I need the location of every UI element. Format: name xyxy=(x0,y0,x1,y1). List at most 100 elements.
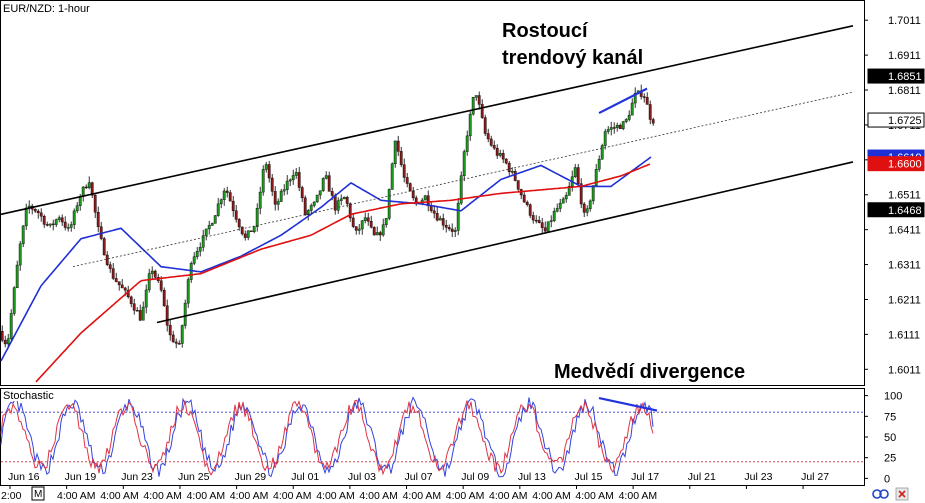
candle-body xyxy=(630,102,634,116)
candle-body xyxy=(363,217,367,221)
x-time-label: 4:00 AM xyxy=(143,490,182,502)
candle-body xyxy=(645,97,649,105)
candle-body xyxy=(330,191,334,196)
candle-body xyxy=(474,95,478,98)
candle-body xyxy=(561,198,565,204)
x-date-label: Jun 16 xyxy=(8,471,40,483)
x-date-label: Jun 23 xyxy=(121,471,153,483)
price-tag: 1.6468 xyxy=(867,202,925,218)
link-icon[interactable] xyxy=(872,489,889,499)
x-date-label: Jul 21 xyxy=(688,471,716,483)
x-time-label: 4:00 AM xyxy=(403,490,442,502)
candle-body xyxy=(291,175,295,181)
x-date-label: Jun 29 xyxy=(235,471,267,483)
x-time-label: 4:00 AM xyxy=(316,490,355,502)
candle-body xyxy=(321,178,325,191)
candle-body xyxy=(63,221,67,228)
x-date-label: Jul 23 xyxy=(744,471,772,483)
candle-body xyxy=(81,186,85,197)
candle-body xyxy=(534,219,538,222)
candle-body xyxy=(546,221,550,232)
candle-body xyxy=(201,235,205,248)
close-icon[interactable] xyxy=(895,487,909,501)
candle-body xyxy=(147,273,151,291)
symbol-label-bg xyxy=(1,1,101,16)
price-tag-label: 1.6468 xyxy=(888,205,922,217)
candle-body xyxy=(585,208,589,213)
stoch-tick-label: 0 xyxy=(884,473,890,485)
candle-body xyxy=(516,180,520,190)
candle-body xyxy=(531,215,535,221)
price-tick-label: 1.6311 xyxy=(888,260,921,272)
candle-body xyxy=(243,233,247,238)
price-tick-label: 1.6111 xyxy=(888,329,920,341)
candle-body xyxy=(132,303,136,311)
candle-body xyxy=(486,133,490,140)
price-tag: 1.6600 xyxy=(867,156,925,172)
x-time-label: 4:00 AM xyxy=(489,490,528,502)
candle-body xyxy=(477,95,481,105)
candle-body xyxy=(642,96,646,98)
candle-body xyxy=(210,223,214,226)
candle-body xyxy=(150,270,154,274)
candle-body xyxy=(351,217,355,227)
candle-body xyxy=(66,227,70,229)
x-time-label: 4:00 AM xyxy=(532,490,571,502)
candle-body xyxy=(369,221,373,228)
candle-body xyxy=(0,331,4,341)
candle-body xyxy=(15,264,19,288)
scroll-handle[interactable] xyxy=(31,486,45,501)
candle-body xyxy=(315,194,319,203)
candle-body xyxy=(117,281,121,286)
candle-body xyxy=(459,175,463,204)
candle-body xyxy=(36,210,40,214)
candle-body xyxy=(342,196,346,200)
candle-body xyxy=(402,164,406,178)
candle-body xyxy=(102,238,106,256)
candle-body xyxy=(429,205,433,212)
candle-body xyxy=(174,341,178,344)
candle-body xyxy=(633,92,637,104)
candle-body xyxy=(108,264,112,269)
candle-body xyxy=(468,113,472,137)
price-tag: 1.6725 xyxy=(867,112,925,128)
candle-body xyxy=(525,201,529,205)
candle-body xyxy=(84,186,88,189)
candle-body xyxy=(219,199,223,205)
x-date-label: Jul 07 xyxy=(405,471,433,483)
candle-body xyxy=(357,228,361,231)
candle-body xyxy=(177,343,181,345)
candle-body xyxy=(306,210,310,216)
candle-body xyxy=(621,121,625,129)
candle-body xyxy=(120,284,124,289)
price-tag-label: 1.6851 xyxy=(888,71,922,83)
candle-body xyxy=(192,256,196,264)
candle-body xyxy=(651,119,655,124)
x-time-label: 4:00 AM xyxy=(575,490,614,502)
candle-body xyxy=(105,254,109,265)
candle-body xyxy=(480,104,484,118)
candle-body xyxy=(144,289,148,308)
candle-body xyxy=(612,127,616,129)
candle-body xyxy=(186,279,190,304)
candle-body xyxy=(552,210,556,221)
candle-body xyxy=(258,191,262,209)
channel-upper-line xyxy=(0,25,854,216)
candle-body xyxy=(123,287,127,291)
candle-body xyxy=(303,197,307,216)
candle-body xyxy=(267,164,271,179)
candle-body xyxy=(261,169,265,193)
candle-body xyxy=(492,145,496,149)
candle-body xyxy=(75,205,79,212)
candle-body xyxy=(339,198,343,201)
candle-body xyxy=(510,171,514,173)
candle-body xyxy=(234,210,238,220)
trend-channel-layer xyxy=(0,25,854,324)
candle-body xyxy=(18,243,22,266)
stochastic-label-bg xyxy=(1,389,57,401)
candle-body xyxy=(24,207,28,227)
stoch-tick-label: 50 xyxy=(884,432,896,444)
